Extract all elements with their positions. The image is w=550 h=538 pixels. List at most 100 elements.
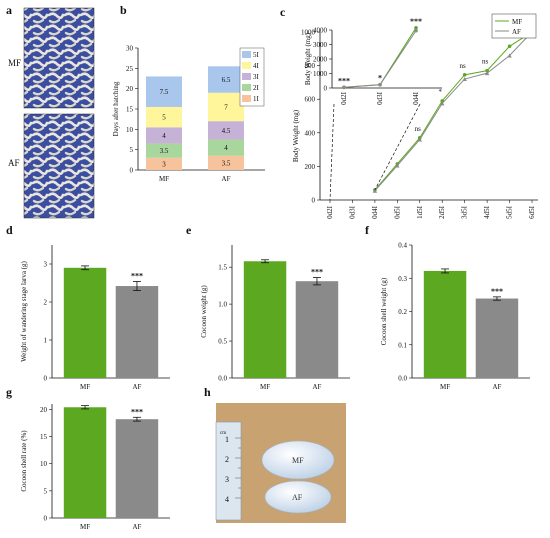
chart-f-shell-weight: 0.0 0.1 0.2 0.3 0.4 MF *** AF Cocoon shell weigh… — [380, 242, 530, 391]
y-tick-label: 30 — [126, 45, 134, 53]
data-point-af — [507, 53, 512, 58]
x-tick-label: AF — [132, 523, 141, 531]
segment-label: 6.5 — [222, 76, 231, 84]
bar-af — [295, 281, 339, 378]
panel-label-a: a — [6, 3, 12, 17]
cocoon-af-label: AF — [292, 493, 303, 502]
photo-af-label: AF — [8, 158, 20, 168]
significance-label: ns — [415, 125, 422, 133]
panel-label-c: c — [280, 5, 286, 19]
bar-af — [475, 298, 519, 378]
panel-label-e: e — [186, 223, 192, 237]
inset-x-tick-label: 0d3I — [376, 91, 384, 105]
y-axis-label: Days after hatching — [112, 81, 120, 136]
ruler-number: 2 — [225, 455, 229, 464]
inset-data-point-af — [378, 83, 382, 87]
chart-e-cocoon-weight: 0.0 0.5 1.0 1.5 MF *** AF Cocoon weight (g) — [200, 245, 350, 391]
zoom-connector — [329, 103, 335, 201]
y-tick-label: 3 — [44, 261, 48, 269]
y-tick-label: 400 — [305, 129, 316, 137]
data-point-mf — [507, 44, 512, 49]
x-tick-label: 0d5I — [393, 205, 401, 219]
data-point-af — [372, 188, 378, 193]
inset-x-tick-label: 0d2I — [340, 91, 348, 105]
x-tick-label: MF — [80, 523, 90, 531]
data-point-mf — [462, 73, 467, 77]
y-tick-label: 5 — [44, 487, 48, 495]
segment-label: 7 — [224, 103, 228, 111]
legend-label: 2I — [253, 84, 260, 92]
x-tick-label: AF — [312, 383, 321, 391]
stack-segment-3i — [146, 127, 182, 144]
inset-x-tick-label: 0d4I — [412, 91, 420, 105]
y-axis-label: Cocoon shell weight (g) — [380, 277, 388, 345]
y-tick-label: 0 — [44, 515, 48, 523]
inset-y-tick-label: 4000 — [313, 27, 328, 35]
y-tick-label: 800 — [305, 62, 316, 70]
data-point-af — [440, 101, 445, 106]
bar-mf — [243, 261, 287, 378]
ruler-number: 3 — [225, 475, 229, 484]
y-tick-label: 0.4 — [398, 242, 407, 250]
ruler-unit: cm — [220, 431, 226, 436]
segment-label: 3.5 — [160, 147, 169, 155]
y-tick-label: 1.0 — [218, 301, 227, 309]
inset-y-axis-label: Body Weight (mg) — [304, 32, 312, 85]
legend-label: 1I — [253, 95, 260, 103]
segment-label: 4 — [162, 132, 166, 140]
significance-label: ns — [482, 58, 489, 66]
y-tick-label: 15 — [126, 106, 134, 114]
inset-y-tick-label: 0 — [324, 85, 328, 93]
segment-label: 5 — [162, 114, 166, 122]
y-tick-label: 20 — [40, 406, 48, 414]
bar-mf — [63, 407, 107, 518]
series-line-af — [374, 31, 533, 192]
stack-segment-2i — [208, 139, 244, 156]
segment-label: 3 — [162, 160, 166, 168]
significance-label: *** — [131, 271, 143, 280]
data-point-af — [417, 137, 422, 142]
y-tick-label: 0.3 — [398, 275, 407, 283]
segment-label: 4.5 — [222, 127, 231, 135]
stack-segment-1i — [146, 157, 182, 170]
legend-label: AF — [512, 28, 521, 36]
y-tick-label: 0 — [312, 197, 316, 205]
x-tick-label: 2d5I — [438, 205, 446, 219]
x-tick-label: MF — [80, 383, 90, 391]
y-tick-label: 1 — [44, 337, 48, 345]
x-tick-label: 3d5I — [461, 205, 469, 219]
y-tick-label: 0.0 — [398, 375, 407, 383]
y-tick-label: 10 — [40, 460, 48, 468]
zoom-connector — [374, 103, 421, 191]
ruler-number: 1 — [225, 435, 229, 444]
x-tick-label: 1d5I — [416, 205, 424, 219]
significance-label: *** — [311, 268, 323, 277]
y-tick-label: 0.0 — [218, 375, 227, 383]
significance-label: *** — [131, 407, 143, 416]
stack-segment-4i — [208, 92, 244, 122]
x-tick-label: AF — [132, 383, 141, 391]
y-tick-label: 200 — [305, 163, 316, 171]
legend-label: MF — [512, 18, 522, 26]
photo-mf-label: MF — [8, 58, 21, 68]
chart-g-shell-rate: 0 5 10 15 20 MF *** AF Cocoon shell rate (%) — [20, 404, 170, 531]
inset-y-tick-label: 1000 — [313, 70, 328, 78]
stack-segment-2i — [146, 143, 182, 158]
cocoon-mf-label: MF — [292, 456, 304, 465]
y-tick-label: 0 — [44, 375, 48, 383]
segment-label: 3.5 — [222, 159, 231, 167]
stack-segment-1i — [208, 155, 244, 170]
panel-label-b: b — [120, 3, 127, 17]
cocoon-mf — [261, 440, 335, 480]
legend-swatch — [242, 62, 251, 69]
x-tick-label: 5d5I — [506, 205, 514, 219]
legend-swatch — [242, 84, 251, 91]
y-tick-label: 10 — [126, 126, 134, 134]
x-tick-label: 0d2I — [326, 205, 334, 219]
stack-segment-5i — [208, 66, 244, 93]
inset-significance-label: * — [378, 74, 382, 83]
y-tick-label: 5 — [130, 146, 134, 154]
legend-swatch — [242, 73, 251, 80]
y-tick-label: 0.5 — [218, 338, 227, 346]
y-tick-label: 15 — [40, 433, 48, 441]
